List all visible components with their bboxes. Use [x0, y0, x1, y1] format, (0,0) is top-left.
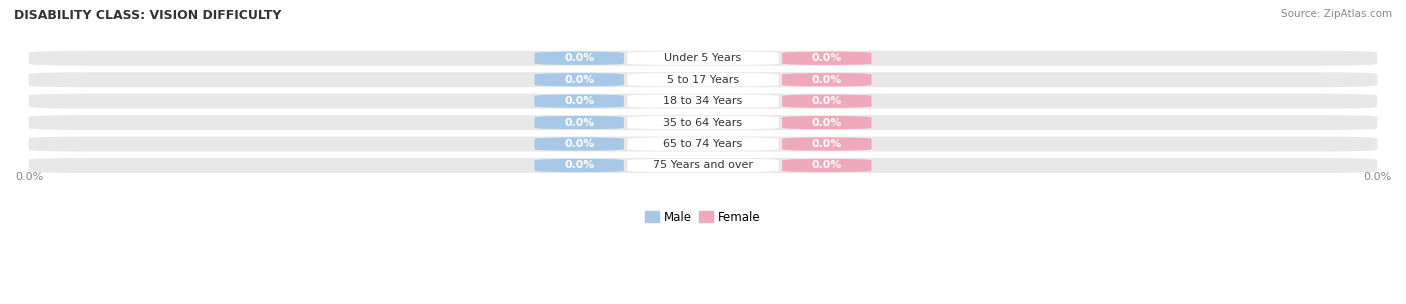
FancyBboxPatch shape: [534, 116, 624, 129]
Text: 18 to 34 Years: 18 to 34 Years: [664, 96, 742, 106]
FancyBboxPatch shape: [627, 52, 779, 65]
FancyBboxPatch shape: [627, 95, 779, 108]
Text: 0.0%: 0.0%: [564, 139, 595, 149]
FancyBboxPatch shape: [534, 95, 624, 108]
FancyBboxPatch shape: [534, 159, 624, 172]
Text: 0.0%: 0.0%: [564, 96, 595, 106]
Text: 5 to 17 Years: 5 to 17 Years: [666, 75, 740, 85]
FancyBboxPatch shape: [28, 115, 1378, 130]
FancyBboxPatch shape: [28, 51, 1378, 66]
FancyBboxPatch shape: [782, 137, 872, 151]
Text: Under 5 Years: Under 5 Years: [665, 53, 741, 63]
FancyBboxPatch shape: [28, 72, 1378, 87]
Text: 0.0%: 0.0%: [564, 118, 595, 128]
FancyBboxPatch shape: [627, 116, 779, 129]
FancyBboxPatch shape: [534, 137, 624, 151]
FancyBboxPatch shape: [534, 52, 624, 65]
Legend: Male, Female: Male, Female: [641, 206, 765, 228]
Text: 0.0%: 0.0%: [811, 161, 842, 171]
Text: 0.0%: 0.0%: [811, 75, 842, 85]
Text: 65 to 74 Years: 65 to 74 Years: [664, 139, 742, 149]
FancyBboxPatch shape: [28, 136, 1378, 152]
FancyBboxPatch shape: [782, 116, 872, 129]
Text: 0.0%: 0.0%: [564, 53, 595, 63]
Text: Source: ZipAtlas.com: Source: ZipAtlas.com: [1281, 9, 1392, 19]
FancyBboxPatch shape: [627, 73, 779, 86]
Text: 0.0%: 0.0%: [811, 53, 842, 63]
Text: 75 Years and over: 75 Years and over: [652, 161, 754, 171]
FancyBboxPatch shape: [627, 159, 779, 172]
FancyBboxPatch shape: [782, 95, 872, 108]
Text: 0.0%: 0.0%: [15, 172, 44, 182]
FancyBboxPatch shape: [627, 137, 779, 151]
Text: 35 to 64 Years: 35 to 64 Years: [664, 118, 742, 128]
Text: 0.0%: 0.0%: [811, 139, 842, 149]
Text: 0.0%: 0.0%: [564, 75, 595, 85]
Text: 0.0%: 0.0%: [811, 118, 842, 128]
Text: 0.0%: 0.0%: [1362, 172, 1391, 182]
FancyBboxPatch shape: [782, 73, 872, 86]
Text: 0.0%: 0.0%: [564, 161, 595, 171]
FancyBboxPatch shape: [28, 158, 1378, 173]
Text: DISABILITY CLASS: VISION DIFFICULTY: DISABILITY CLASS: VISION DIFFICULTY: [14, 9, 281, 22]
FancyBboxPatch shape: [534, 73, 624, 86]
Text: 0.0%: 0.0%: [811, 96, 842, 106]
FancyBboxPatch shape: [28, 94, 1378, 109]
FancyBboxPatch shape: [782, 52, 872, 65]
FancyBboxPatch shape: [782, 159, 872, 172]
